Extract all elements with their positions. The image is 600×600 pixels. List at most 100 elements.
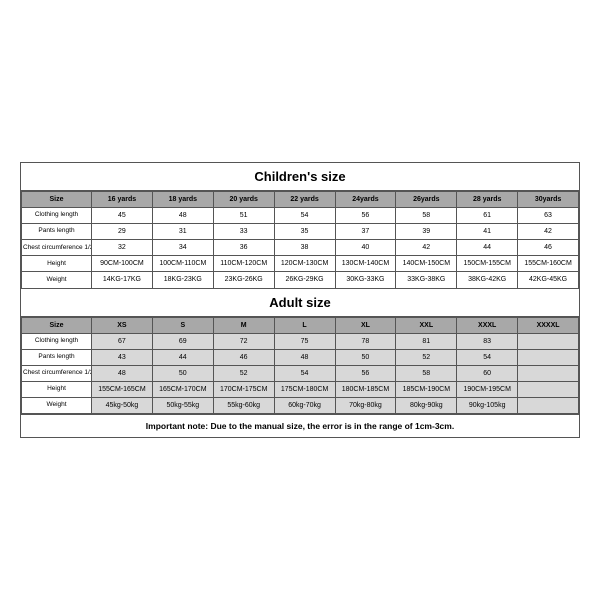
cell: 60 <box>457 365 518 381</box>
adult-col-5: XXL <box>396 317 457 333</box>
cell: 175CM-180CM <box>274 381 335 397</box>
cell: 155CM-160CM <box>518 256 579 272</box>
cell: 45 <box>92 208 153 224</box>
cell: 90CM-100CM <box>92 256 153 272</box>
cell: 31 <box>152 224 213 240</box>
cell: 46 <box>213 349 274 365</box>
cell: 55kg-60kg <box>213 397 274 413</box>
children-header-label: Size <box>22 191 92 207</box>
cell: 39 <box>396 224 457 240</box>
row-label: Pants length <box>22 224 92 240</box>
children-col-1: 18 yards <box>152 191 213 207</box>
cell: 120CM-130CM <box>274 256 335 272</box>
important-note: Important note: Due to the manual size, … <box>21 414 579 437</box>
table-row: Pants length 43 44 46 48 50 52 54 <box>22 349 579 365</box>
cell: 26KG-29KG <box>274 272 335 288</box>
cell: 48 <box>92 365 153 381</box>
cell: 100CM-110CM <box>152 256 213 272</box>
cell: 80kg-90kg <box>396 397 457 413</box>
row-label: Clothing length <box>22 208 92 224</box>
cell: 75 <box>274 333 335 349</box>
cell: 150CM-155CM <box>457 256 518 272</box>
adult-col-7: XXXXL <box>518 317 579 333</box>
cell: 48 <box>274 349 335 365</box>
cell: 110CM-120CM <box>213 256 274 272</box>
cell: 54 <box>274 208 335 224</box>
cell: 70kg-80kg <box>335 397 396 413</box>
cell: 46 <box>518 240 579 256</box>
cell: 30KG-33KG <box>335 272 396 288</box>
cell: 32 <box>92 240 153 256</box>
cell: 52 <box>213 365 274 381</box>
children-col-6: 28 yards <box>457 191 518 207</box>
children-table: Size 16 yards 18 yards 20 yards 22 yards… <box>21 191 579 289</box>
cell: 81 <box>396 333 457 349</box>
size-chart-container: Children's size Size 16 yards 18 yards 2… <box>20 162 580 438</box>
cell: 170CM-175CM <box>213 381 274 397</box>
table-row: Clothing length 67 69 72 75 78 81 83 <box>22 333 579 349</box>
cell: 38 <box>274 240 335 256</box>
cell: 155CM-165CM <box>92 381 153 397</box>
table-row: Height 90CM-100CM 100CM-110CM 110CM-120C… <box>22 256 579 272</box>
cell: 33 <box>213 224 274 240</box>
cell: 45kg-50kg <box>92 397 153 413</box>
cell: 67 <box>92 333 153 349</box>
adult-col-6: XXXL <box>457 317 518 333</box>
children-header-row: Size 16 yards 18 yards 20 yards 22 yards… <box>22 191 579 207</box>
cell: 42KG-45KG <box>518 272 579 288</box>
adult-col-2: M <box>213 317 274 333</box>
cell <box>518 365 579 381</box>
cell: 51 <box>213 208 274 224</box>
cell: 56 <box>335 365 396 381</box>
adult-col-3: L <box>274 317 335 333</box>
cell: 90kg-105kg <box>457 397 518 413</box>
cell: 42 <box>518 224 579 240</box>
children-col-5: 26yards <box>396 191 457 207</box>
row-label: Pants length <box>22 349 92 365</box>
cell: 41 <box>457 224 518 240</box>
cell <box>518 333 579 349</box>
cell: 69 <box>152 333 213 349</box>
adult-title: Adult size <box>21 289 579 317</box>
adult-header-label: Size <box>22 317 92 333</box>
row-label: Height <box>22 381 92 397</box>
cell <box>518 397 579 413</box>
cell: 190CM-195CM <box>457 381 518 397</box>
row-label: Chest circumference 1/2 <box>22 365 92 381</box>
cell: 72 <box>213 333 274 349</box>
cell: 37 <box>335 224 396 240</box>
adult-table: Size XS S M L XL XXL XXXL XXXXL Clothing… <box>21 317 579 415</box>
cell: 78 <box>335 333 396 349</box>
cell <box>518 349 579 365</box>
cell: 29 <box>92 224 153 240</box>
cell: 61 <box>457 208 518 224</box>
adult-header-row: Size XS S M L XL XXL XXXL XXXXL <box>22 317 579 333</box>
cell: 36 <box>213 240 274 256</box>
adult-col-0: XS <box>92 317 153 333</box>
cell: 14KG-17KG <box>92 272 153 288</box>
cell: 185CM-190CM <box>396 381 457 397</box>
cell: 42 <box>396 240 457 256</box>
cell <box>518 381 579 397</box>
cell: 23KG-26KG <box>213 272 274 288</box>
cell: 38KG-42KG <box>457 272 518 288</box>
cell: 54 <box>457 349 518 365</box>
children-col-3: 22 yards <box>274 191 335 207</box>
cell: 63 <box>518 208 579 224</box>
table-row: Pants length 29 31 33 35 37 39 41 42 <box>22 224 579 240</box>
row-label: Weight <box>22 272 92 288</box>
cell: 33KG-38KG <box>396 272 457 288</box>
adult-col-1: S <box>152 317 213 333</box>
children-col-4: 24yards <box>335 191 396 207</box>
table-row: Weight 14KG-17KG 18KG-23KG 23KG-26KG 26K… <box>22 272 579 288</box>
cell: 50 <box>335 349 396 365</box>
cell: 130CM-140CM <box>335 256 396 272</box>
cell: 165CM-170CM <box>152 381 213 397</box>
children-col-0: 16 yards <box>92 191 153 207</box>
cell: 48 <box>152 208 213 224</box>
cell: 43 <box>92 349 153 365</box>
cell: 40 <box>335 240 396 256</box>
cell: 58 <box>396 365 457 381</box>
row-label: Weight <box>22 397 92 413</box>
children-title: Children's size <box>21 163 579 191</box>
